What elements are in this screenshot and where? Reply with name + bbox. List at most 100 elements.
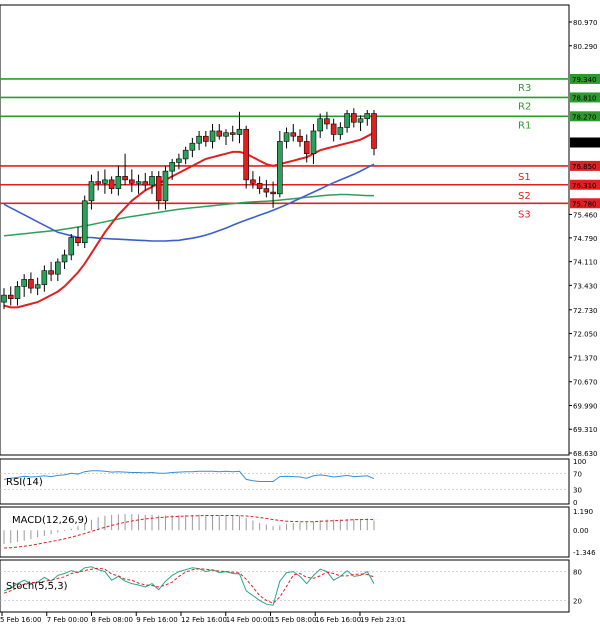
candle-body-bear [263, 188, 270, 193]
time-tick-label: 7 Feb 00:00 [47, 616, 88, 624]
candle-body-bear [243, 128, 249, 181]
candle [243, 125, 249, 189]
stoch-signal-line [3, 567, 375, 604]
candle-body-bear [108, 179, 115, 189]
candle-body-bull [189, 142, 196, 151]
candle-body-bear [290, 132, 297, 137]
candle [216, 123, 223, 140]
level-price-label: 75.780 [572, 200, 597, 208]
candle [277, 130, 283, 198]
candle [310, 123, 317, 165]
candle [61, 249, 68, 269]
candle [169, 158, 175, 180]
time-tick-label: 15 Feb 08:00 [271, 616, 317, 624]
current-price-tag [570, 137, 600, 148]
stoch-tick-label: 80 [573, 569, 582, 577]
candle-body-bull [55, 261, 61, 275]
candle-body-bear [7, 294, 14, 299]
ma-slow-line [3, 193, 374, 237]
candle-body-bear [129, 179, 135, 184]
candle [203, 130, 209, 147]
candles [1, 108, 377, 310]
candle [149, 171, 155, 194]
candle [236, 111, 243, 144]
macd-panel: 1.190 0.00 -1.346 [3, 508, 596, 557]
level-price-tag [570, 111, 600, 122]
candle-body-bear [122, 176, 128, 181]
level-price-tag [570, 198, 600, 209]
candle [7, 286, 14, 306]
level-price-label: 78.810 [572, 94, 597, 102]
candle [250, 171, 256, 189]
price-tick-label: 69.310 [573, 426, 598, 434]
candle-body-bear [28, 279, 34, 289]
candle-body-bear [324, 118, 330, 125]
level-price-label: 76.850 [572, 163, 597, 171]
candle [317, 113, 323, 138]
main-panel-frame [0, 4, 570, 456]
level-price-label: 78.270 [572, 113, 597, 121]
candle-body-bull [102, 179, 108, 184]
candle [330, 118, 337, 142]
level-price-label: 79.340 [572, 76, 597, 84]
candle [135, 174, 142, 194]
candle [297, 129, 303, 147]
candle [364, 110, 371, 126]
candle-body-bull [310, 130, 317, 154]
stoch-panel: 80 20 [0, 566, 582, 606]
candle-body-bull [21, 279, 27, 287]
level-name-r2: R2 [518, 101, 531, 112]
time-tick-label: 8 Feb 08:00 [92, 616, 133, 624]
current-price-marker: 77.520 [570, 137, 600, 148]
candle [182, 146, 189, 165]
candle [108, 176, 115, 194]
price-tick-label: 72.730 [573, 307, 598, 315]
price-tick-label: 71.370 [573, 354, 598, 362]
candle-body-bear [270, 191, 276, 195]
rsi-line [3, 470, 375, 482]
candle-body-bull [209, 130, 216, 142]
price-tick-label: 69.990 [573, 402, 598, 410]
price-tick-label: 80.290 [573, 43, 598, 51]
candle-body-bull [169, 162, 175, 172]
candle [283, 127, 290, 149]
rsi-tick-label: 30 [573, 487, 582, 495]
rsi-tick-label: 100 [573, 458, 586, 466]
candle [176, 153, 182, 170]
candle-body-bull [317, 118, 323, 132]
candle [189, 137, 196, 158]
candle-body-bull [283, 132, 290, 142]
time-axis: 5 Feb 16:00 7 Feb 00:00 8 Feb 08:00 9 Feb 1… [0, 612, 406, 624]
candle-body-bear [351, 113, 357, 123]
candle-body-bull [277, 141, 283, 195]
level-name-r1: R1 [518, 120, 531, 131]
candle-body-bull [115, 176, 122, 189]
candle-body-bull [149, 176, 155, 186]
candle-body-bear [142, 181, 149, 186]
level-name-s2: S2 [518, 191, 531, 202]
candle [88, 174, 95, 210]
price-tick-label: 73.430 [573, 282, 598, 290]
pivot-levels: R3 79.340 R2 78.810 R1 78.270 S1 76.850 S2 76.310… [0, 73, 600, 220]
level-price-tag [570, 160, 600, 171]
candle [357, 115, 364, 131]
price-tick-label: 68.630 [573, 450, 598, 458]
price-tick-label: 70.670 [573, 379, 598, 387]
price-tick-label: 74.790 [573, 235, 598, 243]
candle [1, 288, 7, 310]
stoch-main-line [3, 566, 375, 606]
candle [75, 227, 81, 247]
candle [371, 110, 377, 156]
price-tick-label: 80.970 [573, 19, 598, 27]
moving-averages [3, 131, 375, 309]
time-tick-label: 5 Feb 16:00 [0, 616, 41, 624]
candle [48, 261, 54, 282]
time-tick-label: 12 Feb 16:00 [181, 616, 227, 624]
candle-body-bull [61, 254, 68, 263]
macd-panel-frame [0, 506, 570, 558]
rsi-panel: 100 70 30 0 [0, 458, 586, 507]
candle-body-bear [95, 181, 101, 184]
macd-tick-label: -1.346 [573, 549, 596, 557]
level-price-tag [570, 92, 600, 103]
candle-body-bear [48, 270, 54, 275]
